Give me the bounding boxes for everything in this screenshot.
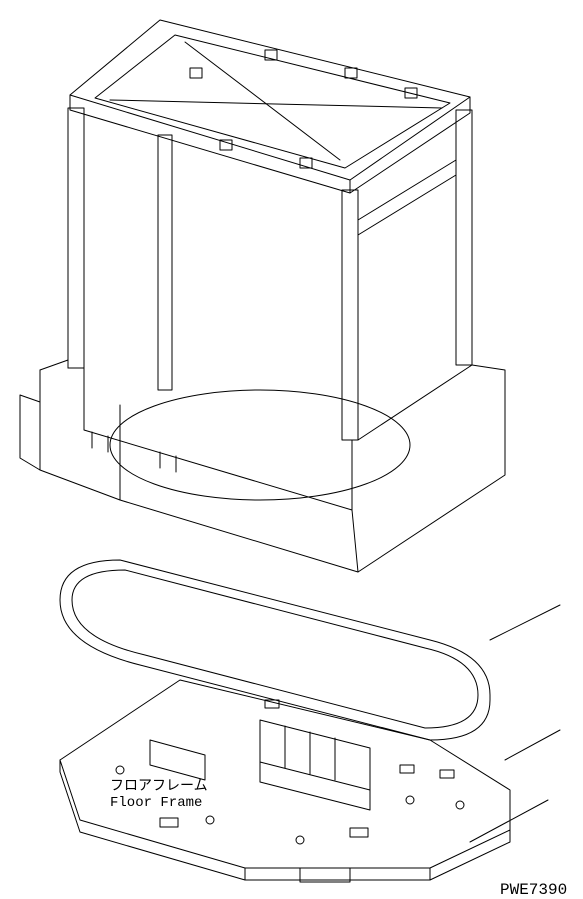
roof-brace-1 xyxy=(185,42,340,160)
pillar-front-left xyxy=(68,108,84,368)
hole xyxy=(206,816,214,824)
drawing-code: PWE7390 xyxy=(500,881,567,899)
lower-edge-front xyxy=(120,500,358,572)
body-panel-left-flange xyxy=(20,395,40,470)
slot xyxy=(350,828,368,837)
body-panel-left-top xyxy=(40,360,68,370)
pillar-rear-left xyxy=(158,135,172,390)
right-sill-top xyxy=(358,365,472,440)
hole xyxy=(116,766,124,774)
floor-leader xyxy=(505,730,560,760)
side-bar xyxy=(358,175,456,235)
floor-raised-box-top xyxy=(260,720,370,790)
floor-leader xyxy=(470,800,548,842)
body-panel-left xyxy=(40,370,120,500)
cab-seal-inner xyxy=(72,570,478,728)
slot xyxy=(160,818,178,827)
side-bar xyxy=(358,160,456,220)
hole xyxy=(456,801,464,809)
floor-opening xyxy=(110,390,410,500)
hole xyxy=(296,836,304,844)
front-sill xyxy=(84,368,352,510)
seal-leader xyxy=(490,605,560,640)
floor-frame-label-en: Floor Frame xyxy=(110,795,202,811)
hole xyxy=(406,796,414,804)
slot xyxy=(440,770,454,778)
cab-seal-outer xyxy=(60,560,490,740)
floor-frame-label-jp: フロアフレーム xyxy=(110,779,208,795)
cab-exploded-diagram: フロアフレーム Floor Frame PWE7390 xyxy=(0,0,583,899)
lower-edge-right xyxy=(358,365,505,572)
roof-tab xyxy=(345,68,357,78)
pillar-rear-right xyxy=(456,110,472,365)
roof-brace-2 xyxy=(110,100,442,108)
slot xyxy=(400,765,414,773)
pillar-fr-foot xyxy=(352,510,358,572)
roof-tab xyxy=(190,68,202,78)
roof-edge-right xyxy=(350,97,470,193)
floor-frame-plate xyxy=(60,680,510,868)
roof-edge-front xyxy=(70,95,350,193)
floor-cutout xyxy=(150,740,205,780)
